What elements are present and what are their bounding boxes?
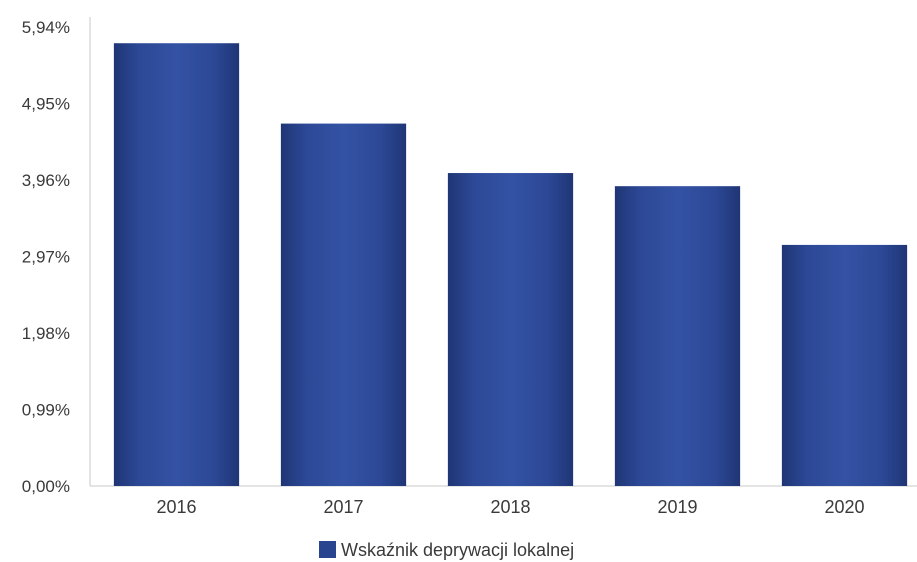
bar (280, 123, 407, 486)
bar (781, 244, 908, 486)
bar (113, 43, 240, 487)
x-axis-labels: 2016 2017 2018 2019 2020 (156, 497, 864, 517)
y-tick-label: 4,95% (22, 95, 70, 114)
legend-label: Wskaźnik deprywacji lokalnej (341, 540, 574, 560)
y-tick-label: 3,96% (22, 171, 70, 190)
y-tick-label: 0,99% (22, 401, 70, 420)
y-tick-label: 1,98% (22, 324, 70, 343)
y-axis-ticks: 0,00% 0,99% 1,98% 2,97% 3,96% 4,95% 5,94% (22, 18, 70, 496)
legend-swatch (319, 541, 336, 558)
bar (614, 186, 741, 486)
y-tick-label: 5,94% (22, 18, 70, 37)
legend: Wskaźnik deprywacji lokalnej (319, 540, 574, 560)
y-tick-label: 0,00% (22, 477, 70, 496)
x-tick-label: 2016 (156, 497, 196, 517)
plot-area: 0,00% 0,99% 1,98% 2,97% 3,96% 4,95% 5,94% 2016… (22, 17, 917, 517)
bars (113, 43, 908, 487)
x-tick-label: 2019 (657, 497, 697, 517)
bar (447, 173, 574, 486)
x-tick-label: 2017 (323, 497, 363, 517)
x-tick-label: 2018 (490, 497, 530, 517)
x-tick-label: 2020 (824, 497, 864, 517)
y-tick-label: 2,97% (22, 248, 70, 267)
